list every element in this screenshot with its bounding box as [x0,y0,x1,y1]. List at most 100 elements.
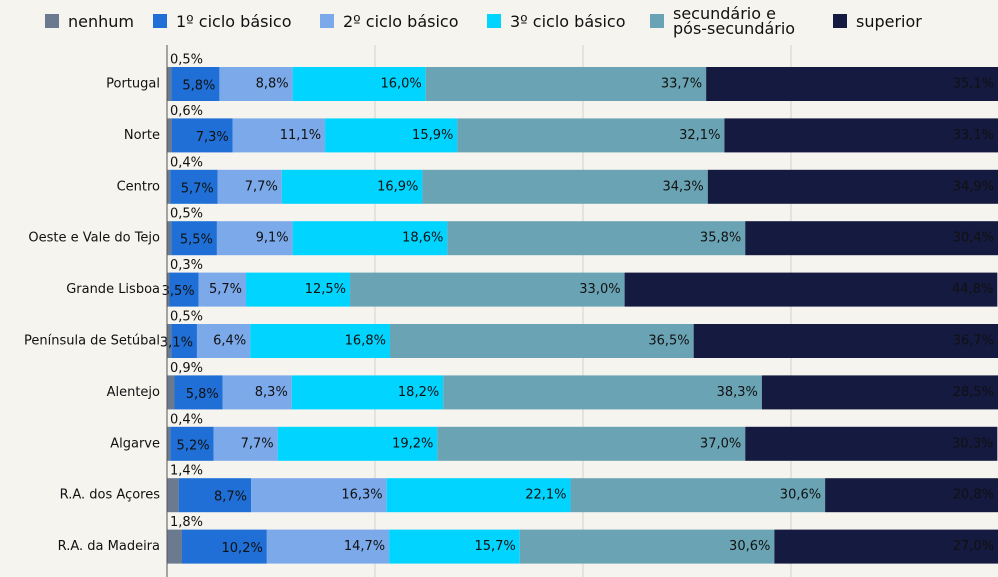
y-tick-label: Península de Setúbal [24,334,160,349]
bar-segment [167,478,179,513]
value-label: 10,2% [222,541,263,556]
value-label: 33,0% [579,282,620,297]
value-label: 1,8% [170,515,203,530]
y-tick-label: Norte [124,128,160,143]
bar-segment [292,67,426,101]
y-tick-label: R.A. da Madeira [58,539,160,554]
value-label: 30,3% [952,436,993,451]
value-label: 1,4% [170,464,203,479]
value-label: 8,8% [256,77,289,92]
legend-label: superior [856,11,922,31]
legend-swatch [153,14,167,28]
bar-segment [171,67,220,101]
bar-segment [745,426,998,461]
bar-segment [167,221,172,256]
bar-segment [217,169,282,204]
bar-segment [447,221,746,256]
y-tick-label: Oeste e Vale do Tejo [28,231,160,246]
value-label: 16,8% [345,334,386,349]
y-tick-label: Portugal [106,77,160,92]
legend-label: nenhum [68,11,134,31]
value-label: 16,0% [380,77,421,92]
value-label: 5,2% [177,438,210,453]
bar-segment [389,529,520,564]
value-label: 30,4% [953,231,994,246]
bar-segment [196,324,251,358]
value-label: 36,7% [953,334,994,349]
legend-label: 2º ciclo básico [343,11,459,31]
bar-segment [825,478,998,513]
bar-segment [389,324,694,358]
bar-segment [174,375,223,410]
legend-label: 3º ciclo básico [510,11,626,31]
value-label: 8,3% [255,385,288,400]
bar-segment [167,67,172,101]
value-label: 16,3% [341,488,382,503]
value-label: 34,9% [953,179,994,194]
bar-segment [167,375,175,410]
y-tick-label: Grande Lisboa [66,282,160,297]
value-label: 18,6% [402,231,443,246]
value-label: 15,9% [412,128,453,143]
y-tick-label: Alentejo [107,385,160,400]
value-label: 34,3% [662,179,703,194]
bar-segment [325,118,458,153]
legend-item: nenhum [45,5,134,37]
bar-segment [167,324,172,358]
bar-segment [246,272,351,307]
value-label: 30,6% [729,539,770,554]
value-label: 33,1% [953,128,994,143]
value-label: 0,9% [170,361,203,376]
bar-segment [178,478,252,513]
value-label: 33,7% [661,77,702,92]
value-label: 30,6% [780,488,821,503]
value-label: 35,8% [700,231,741,246]
bar-segment [745,221,998,256]
bar-segment [232,118,326,153]
value-label: 7,3% [196,130,229,145]
legend-swatch [833,14,847,28]
bar-segment [169,272,199,307]
value-label: 19,2% [392,436,433,451]
value-label: 3,1% [160,336,193,351]
bar-segment [167,272,170,307]
value-label: 0,5% [170,207,203,222]
bar-segment [213,426,278,461]
bar-segment [167,529,182,564]
bar-segment [519,529,775,564]
bar-segment [219,67,293,101]
legend-item: superior [833,5,922,37]
bar-segment [251,478,387,513]
value-label: 44,8% [952,282,993,297]
value-label: 0,5% [170,53,203,68]
legend-swatch [320,14,334,28]
value-label: 18,2% [398,385,439,400]
bar-segment [570,478,826,513]
value-label: 27,0% [953,539,994,554]
value-label: 0,3% [170,258,203,273]
value-label: 11,1% [280,128,321,143]
value-label: 16,9% [377,179,418,194]
bar-segment [350,272,625,307]
value-label: 14,7% [344,539,385,554]
bar-segment [171,118,233,153]
value-label: 5,8% [186,387,219,402]
legend-item: 1º ciclo básico [153,5,292,37]
value-label: 32,1% [679,128,720,143]
value-label: 0,4% [170,155,203,170]
bar-segment [707,169,998,204]
bar-segment [706,67,998,101]
value-label: 3,5% [162,284,195,299]
value-label: 0,5% [170,310,203,325]
legend-label: secundário e pós-secundário [673,4,796,38]
bar-segment [198,272,247,307]
y-tick-label: R.A. dos Açores [60,488,161,503]
value-label: 0,4% [170,412,203,427]
value-label: 37,0% [700,436,741,451]
bar-segment [167,118,172,153]
value-label: 36,5% [648,334,689,349]
bar-segment [167,169,171,204]
bar-segment [443,375,762,410]
